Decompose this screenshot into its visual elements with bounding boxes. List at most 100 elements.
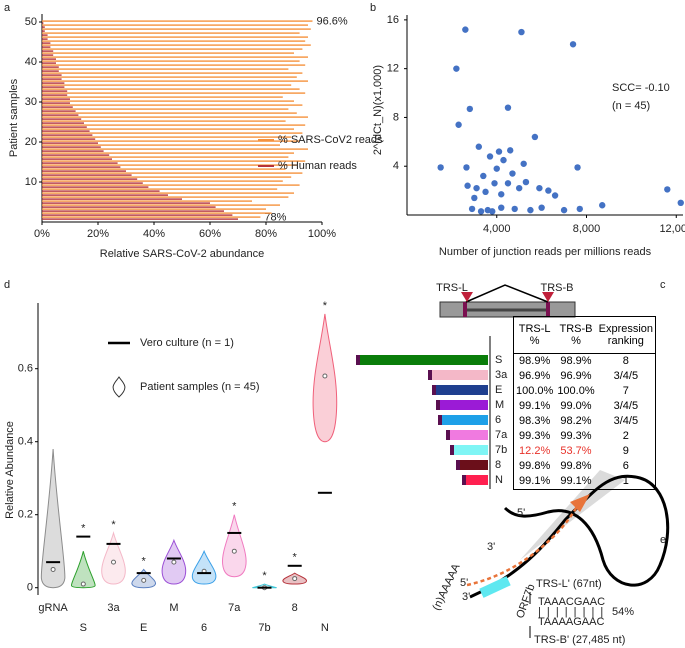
row: 12.2% 53.7% 9: [514, 444, 656, 459]
x-tick-label: 8,000: [573, 223, 601, 235]
gene-cap: [438, 415, 442, 425]
cell: 2: [622, 430, 629, 442]
bar: [42, 170, 126, 172]
bar: [42, 146, 101, 148]
bar: [42, 122, 84, 124]
rna-loop: [469, 474, 670, 599]
panel-label: a: [4, 2, 11, 14]
bar: [42, 44, 311, 46]
bar: [42, 98, 70, 100]
y-tick-label: 0.4: [18, 436, 33, 448]
bar: [42, 58, 56, 60]
violin: [222, 514, 247, 578]
x-tick-label: 20%: [87, 228, 109, 240]
point: [522, 178, 530, 186]
point: [599, 202, 606, 209]
diagram-label: 54%: [612, 606, 634, 618]
cell: 99.0%: [560, 400, 592, 412]
point: [504, 180, 512, 187]
asterisk: *: [323, 300, 328, 312]
cell: 96.9%: [519, 370, 551, 382]
point: [473, 184, 480, 192]
panel-label: d: [4, 279, 10, 291]
x-tick-label: E: [140, 622, 147, 634]
bar: [42, 164, 297, 166]
bar: [42, 178, 138, 180]
bar: [42, 108, 289, 110]
x-tick-label: 4,000: [483, 223, 511, 235]
y-tick-label: 0: [27, 582, 33, 594]
row: 99.1% 99.1% 1: [514, 474, 656, 490]
gene-label: 8: [495, 459, 501, 471]
point: [518, 28, 525, 36]
bar: [42, 202, 210, 204]
point: [515, 184, 523, 192]
bar: [42, 180, 283, 182]
bar: [42, 150, 104, 152]
panel-label: e: [660, 534, 666, 546]
panel-label: c: [660, 279, 666, 291]
gene-bar: [356, 355, 488, 365]
gene-cap: [456, 460, 460, 470]
point: [500, 156, 507, 164]
diagram-label: TRS-L' (67nt): [536, 578, 602, 590]
row: 99.8% 99.8% 6: [514, 459, 656, 474]
cell: 3/4/5: [613, 415, 639, 427]
point: [509, 170, 516, 177]
bar: [42, 68, 289, 70]
x-tick-label: 40%: [143, 228, 165, 240]
bar: [42, 26, 45, 28]
bar: [42, 160, 306, 162]
bar: [42, 88, 300, 90]
bar: [42, 194, 168, 196]
nascent-strand: [466, 504, 580, 587]
x-tick-label: 0%: [34, 228, 50, 240]
point: [511, 205, 518, 213]
bar: [42, 94, 68, 96]
y-tick-label: 12: [387, 63, 399, 75]
row: 99.3% 99.3% 2: [514, 429, 656, 444]
bar: [42, 66, 59, 68]
bar: [42, 76, 297, 78]
point: [486, 153, 494, 160]
median: [171, 559, 177, 565]
bar: [42, 200, 252, 202]
diagram-label: 3': [487, 541, 495, 553]
cell: 3/4/5: [613, 400, 639, 412]
point: [475, 143, 483, 150]
x-tick-label: 3a: [107, 602, 120, 614]
bar: [42, 140, 300, 142]
bar: [42, 190, 160, 192]
point: [463, 164, 470, 171]
bar: [42, 210, 224, 212]
bar: [42, 182, 143, 184]
bar: [42, 162, 118, 164]
x-tick-label: 100%: [308, 228, 336, 240]
x-tick-label: S: [80, 622, 87, 634]
asterisk: *: [142, 555, 147, 567]
diagram-label: ORF7b: [514, 583, 537, 620]
bar: [42, 196, 289, 198]
x-tick-label: 12,000: [659, 223, 685, 235]
cell: 7: [622, 385, 629, 397]
gene-cap: [446, 430, 450, 440]
cell: 100.0%: [516, 385, 554, 397]
bar: [42, 96, 283, 98]
point: [491, 180, 498, 187]
y-axis-title: Relative Abundance: [4, 421, 16, 519]
row: 100.0% 100.0% 7: [514, 384, 656, 399]
point: [560, 206, 568, 214]
x-axis-title: Relative SARS-CoV-2 abundance: [100, 248, 264, 260]
header-cell: TRS-B %: [555, 316, 597, 354]
bar: [42, 188, 278, 190]
point: [498, 204, 505, 211]
bar: [42, 214, 233, 216]
bar: [42, 158, 112, 160]
point: [498, 191, 505, 198]
x-tick-label: 60%: [199, 228, 221, 240]
y-tick-label: 40: [25, 56, 37, 68]
bar: [42, 38, 48, 40]
bar: [42, 142, 98, 144]
cell: 6: [622, 460, 629, 472]
